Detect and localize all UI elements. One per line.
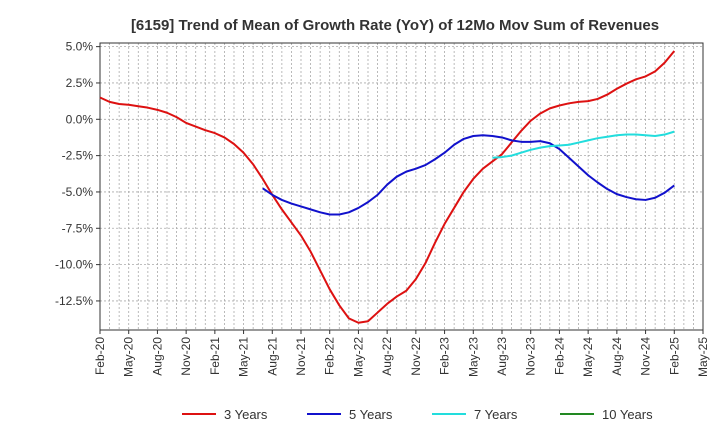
x-tick-label: Nov-22	[409, 337, 423, 376]
x-tick-label: Nov-21	[294, 337, 308, 376]
legend-label: 7 Years	[474, 407, 518, 422]
x-tick-label: May-25	[696, 337, 710, 377]
series-line-3-years	[99, 50, 676, 324]
series-line-7-years	[492, 130, 675, 159]
x-axis: Feb-20 May-20 Aug-20 Nov-20 Feb-21 May-21 Aug-…	[93, 330, 710, 377]
series-lines	[99, 50, 676, 324]
legend-label: 10 Years	[602, 407, 653, 422]
y-tick-label: 0.0%	[66, 112, 94, 126]
x-tick-label: Feb-23	[438, 337, 452, 375]
legend-label: 5 Years	[349, 407, 393, 422]
y-tick-label: 5.0%	[66, 40, 94, 54]
x-tick-label: May-24	[581, 337, 595, 377]
x-tick-label: Nov-24	[639, 337, 653, 376]
y-tick-label: 2.5%	[66, 76, 94, 90]
x-tick-label: Feb-22	[323, 337, 337, 375]
x-tick-label: Nov-20	[179, 337, 193, 376]
x-tick-label: Feb-24	[552, 337, 566, 375]
x-tick-label: Nov-23	[524, 337, 538, 376]
chart-title: [6159] Trend of Mean of Growth Rate (YoY…	[131, 17, 659, 34]
y-tick-label: -10.0%	[55, 258, 93, 272]
series-line-5-years	[262, 134, 675, 216]
x-tick-label: Feb-20	[93, 337, 107, 375]
y-tick-label: -2.5%	[62, 149, 94, 163]
x-tick-label: Feb-25	[667, 337, 681, 375]
x-tick-label: Aug-21	[265, 337, 279, 376]
plot-frame	[99, 42, 704, 331]
x-tick-label: May-23	[466, 337, 480, 377]
y-tick-label: -7.5%	[62, 221, 94, 235]
y-tick-label: -12.5%	[55, 294, 93, 308]
x-tick-label: Aug-22	[380, 337, 394, 376]
grid	[99, 43, 704, 330]
legend-label: 3 Years	[224, 407, 268, 422]
legend: 3 Years 5 Years 7 Years 10 Years	[182, 407, 653, 422]
y-axis: 5.0% 2.5% 0.0% -2.5% -5.0% -7.5% -10.0% -12.5%	[55, 40, 100, 308]
x-tick-label: Feb-21	[208, 337, 222, 375]
x-tick-label: Aug-24	[610, 337, 624, 376]
y-tick-label: -5.0%	[62, 185, 94, 199]
x-tick-label: May-22	[351, 337, 365, 377]
x-tick-label: Aug-23	[495, 337, 509, 376]
x-tick-label: May-21	[237, 337, 251, 377]
x-tick-label: Aug-20	[150, 337, 164, 376]
x-tick-label: May-20	[122, 337, 136, 377]
